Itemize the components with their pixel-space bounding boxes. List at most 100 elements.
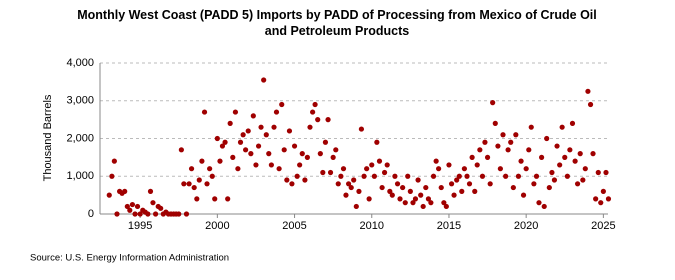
data-point (291, 143, 298, 149)
data-point (526, 147, 532, 153)
source-note: Source: U.S. Energy Information Administ… (30, 253, 229, 264)
data-point (209, 173, 215, 179)
data-point (389, 192, 395, 198)
data-point (358, 126, 365, 132)
data-point (384, 162, 390, 168)
data-point (281, 147, 287, 153)
data-point (204, 181, 210, 187)
y-tick-label: 2,000 (66, 132, 94, 144)
data-point (492, 120, 498, 126)
data-point (158, 205, 164, 211)
data-point (387, 188, 393, 194)
data-point (472, 188, 478, 194)
data-point (248, 151, 254, 157)
data-point (279, 101, 285, 108)
data-point (503, 173, 509, 179)
data-point (271, 124, 277, 130)
data-point (284, 177, 290, 183)
data-point (207, 166, 213, 172)
data-point (603, 169, 609, 176)
data-point (513, 132, 519, 138)
data-point (551, 177, 558, 183)
data-point (243, 147, 249, 153)
data-point (574, 181, 581, 187)
data-point (415, 177, 421, 183)
data-point (304, 154, 310, 160)
data-point (310, 109, 316, 115)
y-axis-label: Thousand Barrels (42, 94, 54, 181)
data-point (461, 166, 468, 172)
data-point (176, 211, 182, 217)
data-point (402, 200, 408, 206)
data-point (569, 120, 576, 126)
data-point (605, 196, 612, 202)
data-point (194, 196, 200, 202)
data-point (510, 184, 516, 191)
data-point (276, 166, 282, 172)
data-point (263, 132, 269, 138)
data-point (546, 184, 552, 191)
data-point (580, 177, 586, 183)
data-point (150, 200, 156, 206)
data-point (446, 162, 452, 168)
data-point (232, 109, 239, 115)
data-point (219, 143, 226, 149)
data-point (487, 181, 493, 187)
data-point (374, 139, 380, 145)
data-point (400, 184, 406, 191)
data-point (268, 162, 274, 168)
data-point (266, 151, 272, 157)
data-point (235, 166, 241, 172)
data-point (299, 151, 305, 157)
data-point (394, 181, 401, 187)
data-point (111, 158, 117, 164)
data-point (245, 128, 251, 134)
data-point (214, 135, 220, 142)
data-point (425, 196, 432, 202)
data-point (361, 173, 367, 179)
data-point (593, 196, 599, 202)
data-point (456, 173, 462, 179)
data-point (405, 173, 411, 179)
data-point (448, 181, 455, 187)
data-point (379, 184, 385, 191)
data-point (469, 154, 475, 160)
data-point (261, 77, 267, 83)
data-point (544, 135, 550, 142)
data-point (335, 181, 341, 187)
x-tick-label: 2005 (282, 220, 306, 232)
data-point (381, 169, 388, 176)
data-point (330, 154, 336, 160)
data-point (345, 181, 352, 187)
data-point (490, 100, 496, 106)
data-point (520, 192, 527, 198)
data-point (109, 173, 115, 179)
data-point (505, 147, 511, 153)
data-point (572, 158, 578, 164)
data-point (433, 158, 439, 164)
data-point (364, 166, 370, 172)
data-point (477, 147, 483, 153)
data-point (495, 143, 501, 149)
data-point (129, 201, 136, 208)
x-tick-label: 2015 (437, 220, 461, 232)
data-point (302, 177, 308, 183)
data-point (315, 117, 321, 123)
data-point (137, 211, 143, 217)
data-point (376, 158, 383, 164)
data-point (484, 154, 491, 160)
data-point (322, 139, 329, 145)
data-point (430, 173, 437, 179)
data-point (539, 154, 545, 160)
data-point (497, 166, 503, 172)
data-point (258, 124, 264, 130)
data-point (237, 139, 244, 145)
data-point (343, 192, 349, 198)
data-point (600, 188, 606, 194)
data-point (423, 184, 429, 191)
data-point (181, 181, 187, 187)
data-point (312, 101, 318, 108)
data-point (582, 166, 588, 172)
x-tick-label: 2000 (205, 220, 229, 232)
